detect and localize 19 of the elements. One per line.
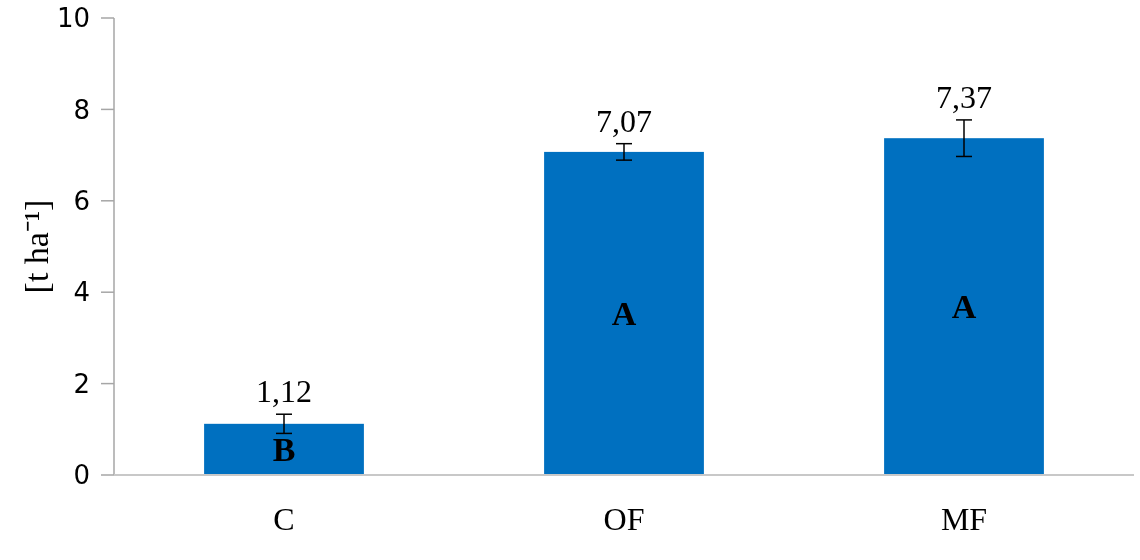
y-tick-label: 2 [73, 368, 90, 399]
y-tick-label: 4 [73, 277, 90, 308]
y-tick-label: 10 [56, 3, 90, 34]
bar [544, 151, 704, 475]
annotation: B [272, 431, 296, 469]
annotation: A [611, 295, 637, 333]
x-tick-label: C [273, 501, 295, 537]
bar [884, 138, 1044, 475]
y-tick-label: 0 [73, 460, 90, 491]
x-tick-label: OF [603, 501, 645, 537]
x-tick-label: MF [940, 501, 988, 537]
bar [204, 423, 364, 475]
y-tick-label: 8 [73, 94, 90, 125]
data-label: 1,12 [256, 373, 312, 410]
y-tick-label: 6 [73, 185, 90, 216]
annotation: A [951, 288, 977, 326]
data-label: 7,07 [596, 102, 652, 139]
y-axis-title: [t ha⁻¹] [18, 199, 55, 294]
data-label: 7,37 [936, 78, 992, 115]
